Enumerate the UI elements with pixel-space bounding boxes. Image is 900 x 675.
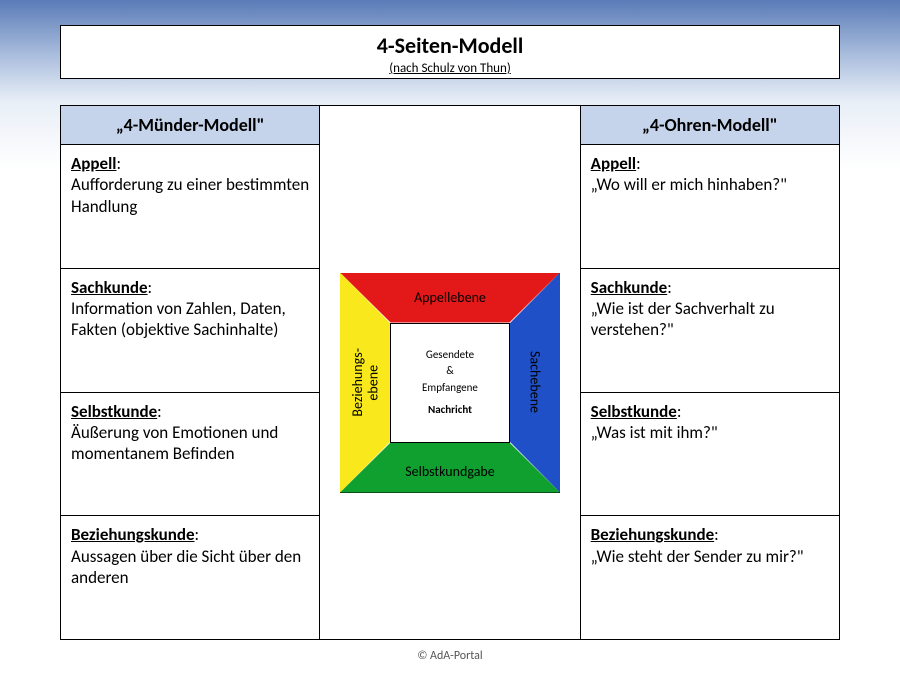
desc: „Was ist mit ihm?" (591, 422, 718, 443)
center-column: Appellebene Selbstkundgabe Beziehungs-eb… (320, 106, 579, 639)
title-main: 4-Seiten-Modell (61, 32, 839, 59)
left-column: „4-Münder-Modell" Appell:Aufforderung zu… (61, 106, 320, 639)
right-header: „4-Ohren-Modell" (581, 106, 839, 145)
title-box: 4-Seiten-Modell (nach Schulz von Thun) (60, 25, 840, 79)
main-grid: „4-Münder-Modell" Appell:Aufforderung zu… (60, 105, 840, 640)
desc: Information von Zahlen, Daten, Fakten (o… (71, 298, 286, 340)
left-cell-1: Sachkunde:Information von Zahlen, Daten,… (61, 269, 319, 393)
term: Beziehungskunde (71, 524, 195, 545)
left-header: „4-Münder-Modell" (61, 106, 319, 145)
desc: Aussagen über die Sicht über den anderen (71, 546, 301, 588)
term: Selbstkunde (591, 401, 677, 422)
right-cell-0: Appell:„Wo will er mich hinhaben?" (581, 145, 839, 269)
desc: „Wie steht der Sender zu mir?" (591, 546, 804, 567)
desc: „Wie ist der Sachverhalt zu verstehen?" (591, 298, 775, 340)
desc: Aufforderung zu einer bestimmten Handlun… (71, 174, 309, 216)
center-line3: Empfangene (422, 380, 478, 397)
desc: „Wo will er mich hinhaben?" (591, 174, 787, 195)
term: Selbstkunde (71, 401, 157, 422)
left-cell-0: Appell:Aufforderung zu einer bestimmten … (61, 145, 319, 269)
footer-copyright: © AdA-Portal (0, 649, 900, 663)
term: Sachkunde (591, 277, 668, 298)
term: Appell (591, 153, 636, 174)
center-line1: Gesendete (426, 347, 474, 364)
desc: Äußerung von Emotionen und momentanem Be… (71, 422, 278, 464)
center-box: Gesendete & Empfangene Nachricht (390, 323, 510, 443)
title-sub: (nach Schulz von Thun) (61, 61, 839, 76)
side-bottom-label: Selbstkundgabe (405, 463, 495, 480)
term: Sachkunde (71, 277, 148, 298)
right-column: „4-Ohren-Modell" Appell:„Wo will er mich… (580, 106, 839, 639)
center-line4: Nachricht (428, 402, 472, 419)
term: Appell (71, 153, 116, 174)
side-right-label: Sachebene (526, 351, 543, 413)
term: Beziehungskunde (591, 524, 715, 545)
right-cell-2: Selbstkunde:„Was ist mit ihm?" (581, 393, 839, 517)
right-cell-1: Sachkunde:„Wie ist der Sachverhalt zu ve… (581, 269, 839, 393)
center-line2: & (446, 363, 454, 380)
left-cell-2: Selbstkunde:Äußerung von Emotionen und m… (61, 393, 319, 517)
right-cell-3: Beziehungskunde:„Wie steht der Sender zu… (581, 516, 839, 639)
communication-square: Appellebene Selbstkundgabe Beziehungs-eb… (340, 273, 560, 493)
left-cell-3: Beziehungskunde:Aussagen über die Sicht … (61, 516, 319, 639)
side-top-label: Appellebene (414, 289, 486, 306)
side-left-label: Beziehungs-ebene (350, 348, 381, 417)
